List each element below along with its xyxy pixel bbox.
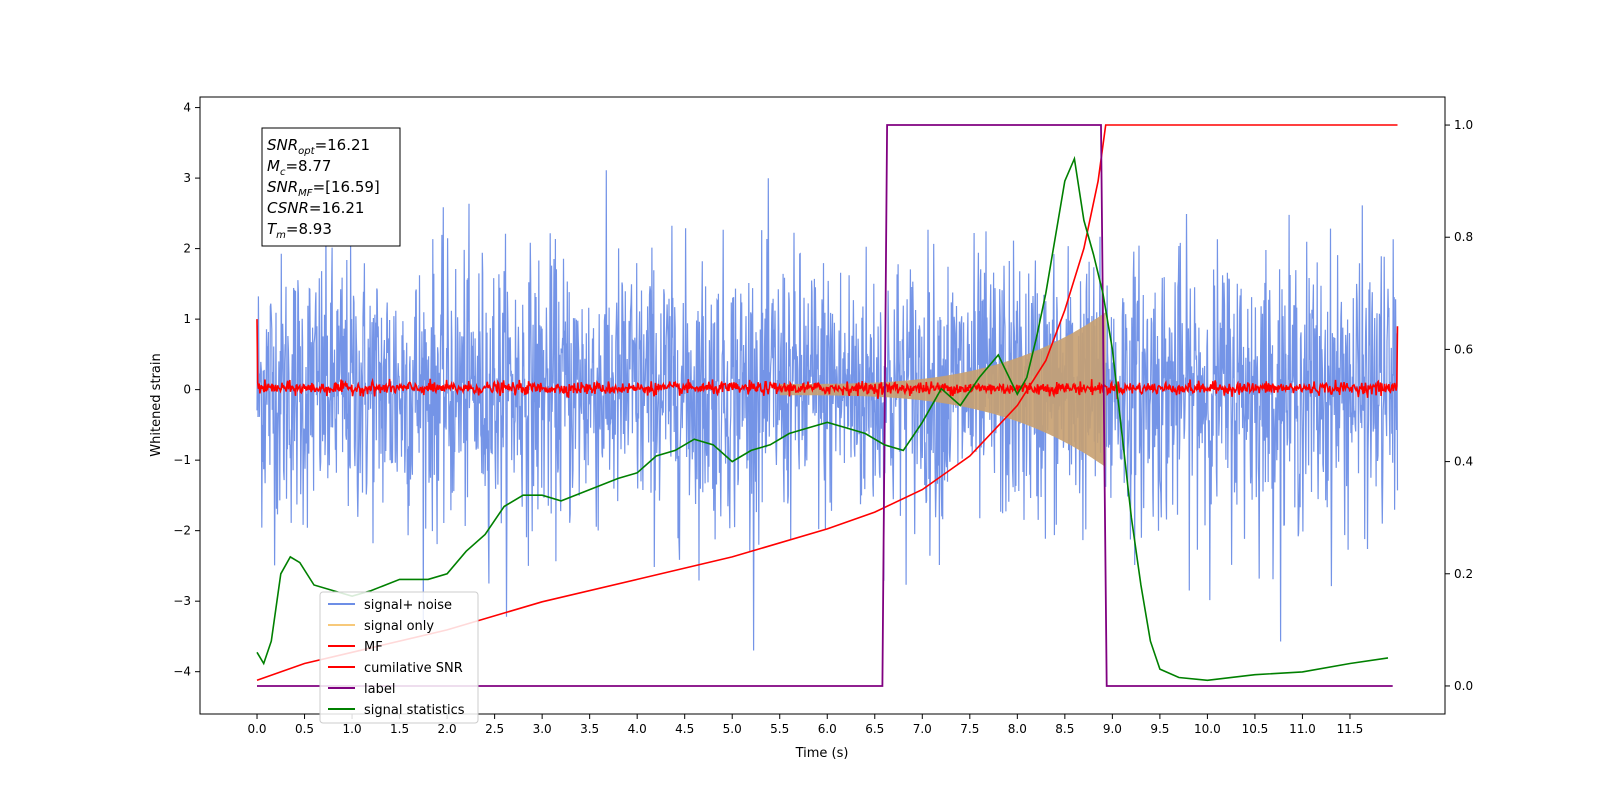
y-axis-label: Whitened strain — [149, 353, 164, 456]
x-tick-label: 0.5 — [295, 722, 314, 736]
y-tick-label: −3 — [173, 594, 191, 608]
x-tick-label: 7.0 — [913, 722, 932, 736]
y2-tick-label: 1.0 — [1454, 118, 1473, 132]
series-label — [257, 124, 1393, 687]
x-tick-label: 10.0 — [1194, 722, 1221, 736]
x-tick-label: 11.0 — [1289, 722, 1316, 736]
series-signal-statistics — [256, 155, 1389, 682]
x-tick-label: 10.5 — [1242, 722, 1269, 736]
legend-frame — [319, 591, 479, 724]
y-tick-label: 2 — [183, 242, 191, 256]
legend-label: signal statistics — [364, 703, 465, 718]
x-tick-label: 8.5 — [1055, 722, 1074, 736]
legend-label: signal only — [364, 619, 434, 634]
x-axis-label: Time (s) — [795, 746, 849, 761]
x-tick-label: 9.0 — [1103, 722, 1122, 736]
stats-line: Tm=8.93 — [267, 220, 332, 241]
x-tick-label: 8.0 — [1008, 722, 1027, 736]
x-tick-label: 6.0 — [818, 722, 837, 736]
axes-layer: 0.0 0.5 1.0 1.5 2.0 2.5 3.0 3.5 4.0 4.5 5.0 5.5 6.0 6… — [173, 101, 1473, 736]
y-tick-label: 4 — [183, 101, 191, 115]
y-tick-label: −4 — [173, 665, 191, 679]
series-signal-noise — [256, 170, 1399, 651]
series-mf — [256, 319, 1399, 400]
stats-box: SNRopt=16.21Mc=8.77SNRMF=[16.59]CSNR=16.… — [261, 127, 401, 247]
y2-tick-label: 0.2 — [1454, 567, 1473, 581]
stats-box-frame — [261, 127, 401, 247]
x-tick-label: 4.5 — [675, 722, 694, 736]
x-tick-label: 3.5 — [580, 722, 599, 736]
legend: signal+ noise signal only MF cumilative SNR… — [319, 591, 479, 724]
legend-label: cumilative SNR — [364, 661, 463, 676]
x-tick-label: 6.5 — [865, 722, 884, 736]
stats-line: Mc=8.77 — [267, 157, 331, 178]
x-tick-label: 2.0 — [438, 722, 457, 736]
x-tick-label: 4.0 — [628, 722, 647, 736]
x-tick-label: 3.0 — [533, 722, 552, 736]
stats-line: SNRopt=16.21 — [267, 136, 370, 157]
x-tick-label: 7.5 — [960, 722, 979, 736]
stats-line: SNRMF=[16.59] — [267, 178, 380, 199]
y-tick-label: 1 — [183, 312, 191, 326]
y-tick-label: 0 — [183, 383, 191, 397]
x-tick-label: 2.5 — [485, 722, 504, 736]
y2-tick-label: 0.8 — [1454, 230, 1473, 244]
x-tick-label: 9.5 — [1150, 722, 1169, 736]
x-tick-label: 5.5 — [770, 722, 789, 736]
stats-line: CSNR=16.21 — [267, 199, 364, 217]
y-tick-label: −2 — [173, 524, 191, 538]
y2-tick-label: 0.4 — [1454, 455, 1473, 469]
legend-label: label — [364, 682, 395, 697]
x-tick-label: 1.5 — [390, 722, 409, 736]
legend-label: signal+ noise — [364, 598, 452, 613]
x-tick-label: 11.5 — [1337, 722, 1364, 736]
x-tick-label: 1.0 — [343, 722, 362, 736]
y2-tick-label: 0.6 — [1454, 342, 1473, 356]
x-tick-label: 0.0 — [247, 722, 266, 736]
y2-tick-label: 0.0 — [1454, 679, 1473, 693]
y-tick-label: 3 — [183, 171, 191, 185]
plot-frame — [199, 96, 1446, 715]
y-tick-label: −1 — [173, 453, 191, 467]
x-tick-label: 5.0 — [723, 722, 742, 736]
legend-label: MF — [364, 640, 383, 655]
